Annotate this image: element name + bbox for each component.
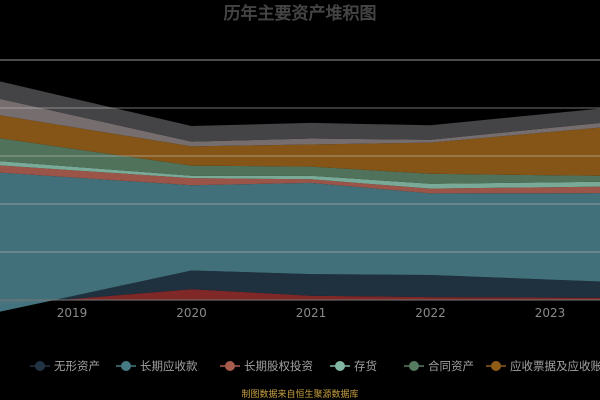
legend-item[interactable]: 存货 — [330, 359, 377, 373]
legend-swatch-dot — [491, 361, 501, 371]
area-series-group — [0, 81, 600, 312]
legend-item[interactable]: 无形资产 — [30, 359, 100, 373]
source-note: 制图数据来自恒生聚源数据库 — [241, 388, 358, 400]
area-series-7 — [0, 98, 600, 147]
area-series-4 — [0, 161, 600, 189]
area-series-0 — [0, 289, 600, 305]
legend-swatch-dot — [409, 361, 419, 371]
x-axis-ticks: 2019 2020 2021 2022 2023 — [57, 306, 566, 320]
legend-swatch-dot — [121, 361, 131, 371]
legend-label: 长期应收款 — [140, 359, 198, 373]
legend-item[interactable]: 长期股权投资 — [220, 359, 313, 373]
area-series-6 — [0, 115, 600, 176]
legend-label: 长期股权投资 — [244, 359, 313, 373]
x-tick-label: 2020 — [176, 306, 207, 320]
x-tick-label: 2019 — [57, 306, 88, 320]
legend-item[interactable]: 长期应收款 — [116, 359, 198, 373]
area-series-2 — [0, 172, 600, 312]
x-tick-label: 2021 — [296, 306, 327, 320]
legend-label: 存货 — [354, 359, 377, 373]
legend-swatch-dot — [225, 361, 235, 371]
x-tick-label: 2023 — [535, 306, 566, 320]
legend-swatch-dot — [35, 361, 45, 371]
legend-label: 应收票据及应收账款 — [510, 359, 600, 373]
area-series-1 — [0, 270, 600, 312]
x-tick-label: 2022 — [415, 306, 446, 320]
legend-item[interactable]: 应收票据及应收账款 — [486, 359, 600, 373]
area-series-5 — [0, 138, 600, 184]
legend-swatch-dot — [335, 361, 345, 371]
legend-label: 无形资产 — [54, 359, 100, 373]
legend-item[interactable]: 合同资产 — [404, 359, 474, 373]
area-series-8 — [0, 81, 600, 142]
area-series-3 — [0, 165, 600, 194]
legend-label: 合同资产 — [428, 359, 474, 373]
chart-title: 历年主要资产堆积图 — [224, 3, 377, 24]
legend: 资产无形资产长期应收款长期股权投资存货合同资产应收票据及应收账款 — [30, 359, 600, 373]
